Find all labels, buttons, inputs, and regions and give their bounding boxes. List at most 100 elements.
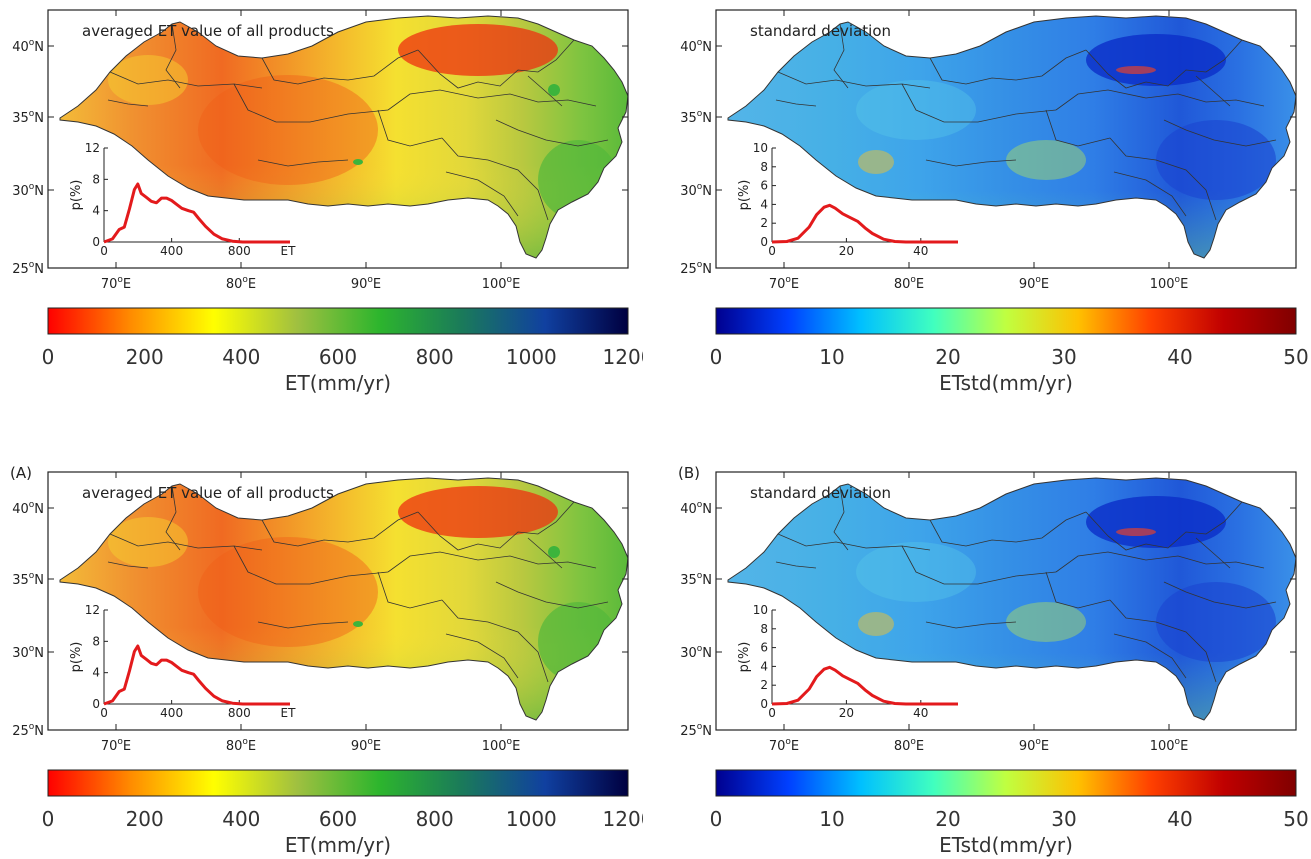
map-panel: 40oN 35oN 30oN 25oN 70oE 80oE 90oE 100oE standar…	[680, 9, 1309, 395]
map-panel: 40oN 35oN 30oN 25oN 70oE 80oE 90oE 100oE average…	[10, 464, 643, 857]
lat-tick-label: 25oN	[680, 722, 712, 739]
colorbar-tick-label: 0	[42, 807, 55, 831]
inset-xtick-label: 20	[839, 244, 854, 258]
inset-ytick-label: 8	[760, 622, 768, 636]
colorbar-tick-label: 1000	[506, 345, 557, 369]
basin-boundary	[261, 49, 419, 85]
colorbar: 0 200 400 600 800 1000 1200 ET(mm/yr)	[42, 307, 643, 395]
basin-boundary	[1195, 537, 1231, 569]
map-axes: 40oN 35oN 30oN 25oN 70oE 80oE 90oE 100oE average…	[12, 471, 629, 754]
probability-density-line	[103, 644, 290, 706]
basin-boundary	[377, 571, 443, 609]
lat-tick-label: 25oN	[12, 260, 44, 277]
basin-boundary	[441, 599, 549, 683]
colorbar-tick-label: 20	[935, 807, 960, 831]
inset-ytick-label: 6	[760, 641, 768, 655]
plateau-outline	[59, 477, 629, 721]
inset-xtick-label: 800	[228, 244, 251, 258]
panel-letter: (B)	[678, 464, 700, 482]
inset-xtick-label: 0	[768, 706, 776, 720]
colorbar-tick-label: 200	[126, 807, 164, 831]
lon-tick-label: 90oE	[351, 275, 381, 292]
lat-tick-label: 30oN	[12, 182, 44, 199]
lon-tick-label: 70oE	[769, 737, 799, 754]
basin-boundary	[1113, 633, 1187, 679]
basin-boundary	[833, 23, 849, 89]
basin-boundary	[417, 501, 575, 551]
lon-tick-label: 90oE	[1019, 737, 1049, 754]
basin-boundary	[901, 545, 1057, 585]
panel-title: standard deviation	[750, 22, 891, 40]
inset-ytick-label: 0	[92, 697, 100, 711]
map-axes: 40oN 35oN 30oN 25oN 70oE 80oE 90oE 100oE standar…	[680, 9, 1297, 292]
map-frame	[715, 9, 1297, 269]
lat-tick-label: 25oN	[12, 722, 44, 739]
inset-ylabel: p(%)	[737, 180, 752, 211]
colorbar: 0 10 20 30 40 50 ETstd(mm/yr)	[710, 307, 1309, 395]
inset-ytick-label: 6	[760, 179, 768, 193]
basin-boundary	[1113, 171, 1187, 217]
map-frame	[715, 471, 1297, 731]
basin-boundary	[445, 633, 519, 679]
colorbar-label: ET(mm/yr)	[285, 371, 391, 395]
inset-ytick-label: 12	[85, 603, 100, 617]
map-axes: 40oN 35oN 30oN 25oN 70oE 80oE 90oE 100oE average…	[12, 9, 629, 292]
colorbar: 0 200 400 600 800 1000 1200 ET(mm/yr)	[42, 769, 643, 857]
panel-letter: (A)	[10, 464, 32, 482]
basin-boundary	[233, 545, 389, 585]
colorbar-tick-label: 10	[819, 345, 844, 369]
lon-tick-label: 80oE	[894, 275, 924, 292]
colorbar-tick-label: 0	[42, 345, 55, 369]
inset-xtick-label: 40	[913, 244, 928, 258]
inset-xtick-label: 400	[160, 244, 183, 258]
inset-ylabel: p(%)	[69, 642, 84, 673]
lon-tick-label: 100oE	[482, 737, 521, 754]
basin-boundary	[929, 511, 1087, 547]
colorbar-label: ET(mm/yr)	[285, 833, 391, 857]
inset-histogram: 0 4 8 12 0 400 800 ET p(%)	[69, 141, 296, 258]
inset-xtick-label: 0	[768, 244, 776, 258]
colorbar-label: ETstd(mm/yr)	[939, 833, 1073, 857]
lat-tick-label: 40oN	[680, 38, 712, 55]
lon-tick-label: 100oE	[1150, 737, 1189, 754]
basin-boundary	[1045, 109, 1111, 147]
inset-ytick-label: 0	[760, 697, 768, 711]
lon-tick-label: 90oE	[351, 737, 381, 754]
basin-boundary	[1085, 39, 1243, 89]
basin-boundary	[1055, 89, 1265, 111]
lat-tick-label: 40oN	[680, 500, 712, 517]
colorbar-tick-label: 30	[1051, 807, 1076, 831]
lon-tick-label: 70oE	[101, 737, 131, 754]
probability-density-line	[771, 203, 958, 244]
inset-ytick-label: 12	[85, 141, 100, 155]
basin-boundary	[1163, 119, 1277, 147]
lat-tick-label: 35oN	[680, 571, 712, 588]
panel-title: averaged ET value of all products	[82, 22, 334, 40]
basin-boundary	[495, 581, 609, 609]
map-frame	[47, 471, 629, 731]
colorbar: 0 10 20 30 40 50 ETstd(mm/yr)	[710, 769, 1309, 857]
lat-tick-label: 40oN	[12, 38, 44, 55]
lon-tick-label: 100oE	[1150, 275, 1189, 292]
lon-tick-label: 80oE	[894, 737, 924, 754]
colorbar-tick-label: 200	[126, 345, 164, 369]
inset-xlabel: ET	[281, 244, 297, 258]
lon-tick-label: 80oE	[226, 275, 256, 292]
basin-boundary	[775, 561, 817, 569]
basin-boundary	[257, 621, 349, 629]
probability-density-line	[771, 665, 958, 706]
basin-boundary	[833, 485, 849, 551]
basin-boundary	[1195, 75, 1231, 107]
basin-boundary	[165, 485, 181, 551]
colorbar-tick-label: 800	[416, 345, 454, 369]
colorbar-tick-label: 800	[416, 807, 454, 831]
basin-boundary	[109, 71, 263, 89]
panel-title: averaged ET value of all products	[82, 484, 334, 502]
colorbar-tick-label: 40	[1167, 345, 1192, 369]
colorbar-tick-label: 50	[1283, 807, 1308, 831]
map-frame	[47, 9, 629, 269]
colorbar-tick-label: 20	[935, 345, 960, 369]
basin-boundary	[495, 119, 609, 147]
